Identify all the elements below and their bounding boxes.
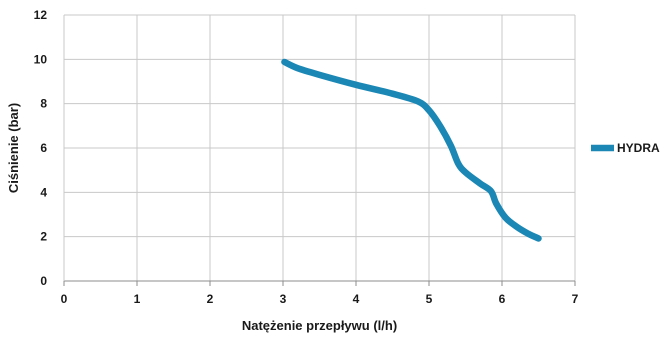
legend-label-hydra: HYDRA [617, 141, 660, 155]
y-tick-label: 6 [40, 141, 47, 155]
x-tick-label: 4 [353, 292, 360, 306]
y-tick-label: 8 [40, 97, 47, 111]
x-tick-label: 7 [572, 292, 579, 306]
x-tick-label: 0 [61, 292, 68, 306]
y-tick-label: 4 [40, 185, 47, 199]
series-line-hydra [284, 62, 538, 238]
x-tick-label: 3 [280, 292, 287, 306]
series [284, 62, 538, 239]
y-axis-title: Ciśnienie (bar) [6, 103, 21, 193]
grid [64, 15, 575, 281]
x-tick-label: 5 [426, 292, 433, 306]
y-tick-label: 12 [34, 8, 48, 22]
y-tick-label: 2 [40, 230, 47, 244]
x-axis-title: Natężenie przepływu (l/h) [242, 318, 397, 333]
x-tick-label: 1 [134, 292, 141, 306]
x-tick-label: 6 [499, 292, 506, 306]
y-tick-label: 10 [34, 52, 48, 66]
axes [64, 15, 575, 286]
x-tick-label: 2 [207, 292, 214, 306]
y-tick-label: 0 [40, 274, 47, 288]
legend: HYDRA [591, 141, 660, 155]
